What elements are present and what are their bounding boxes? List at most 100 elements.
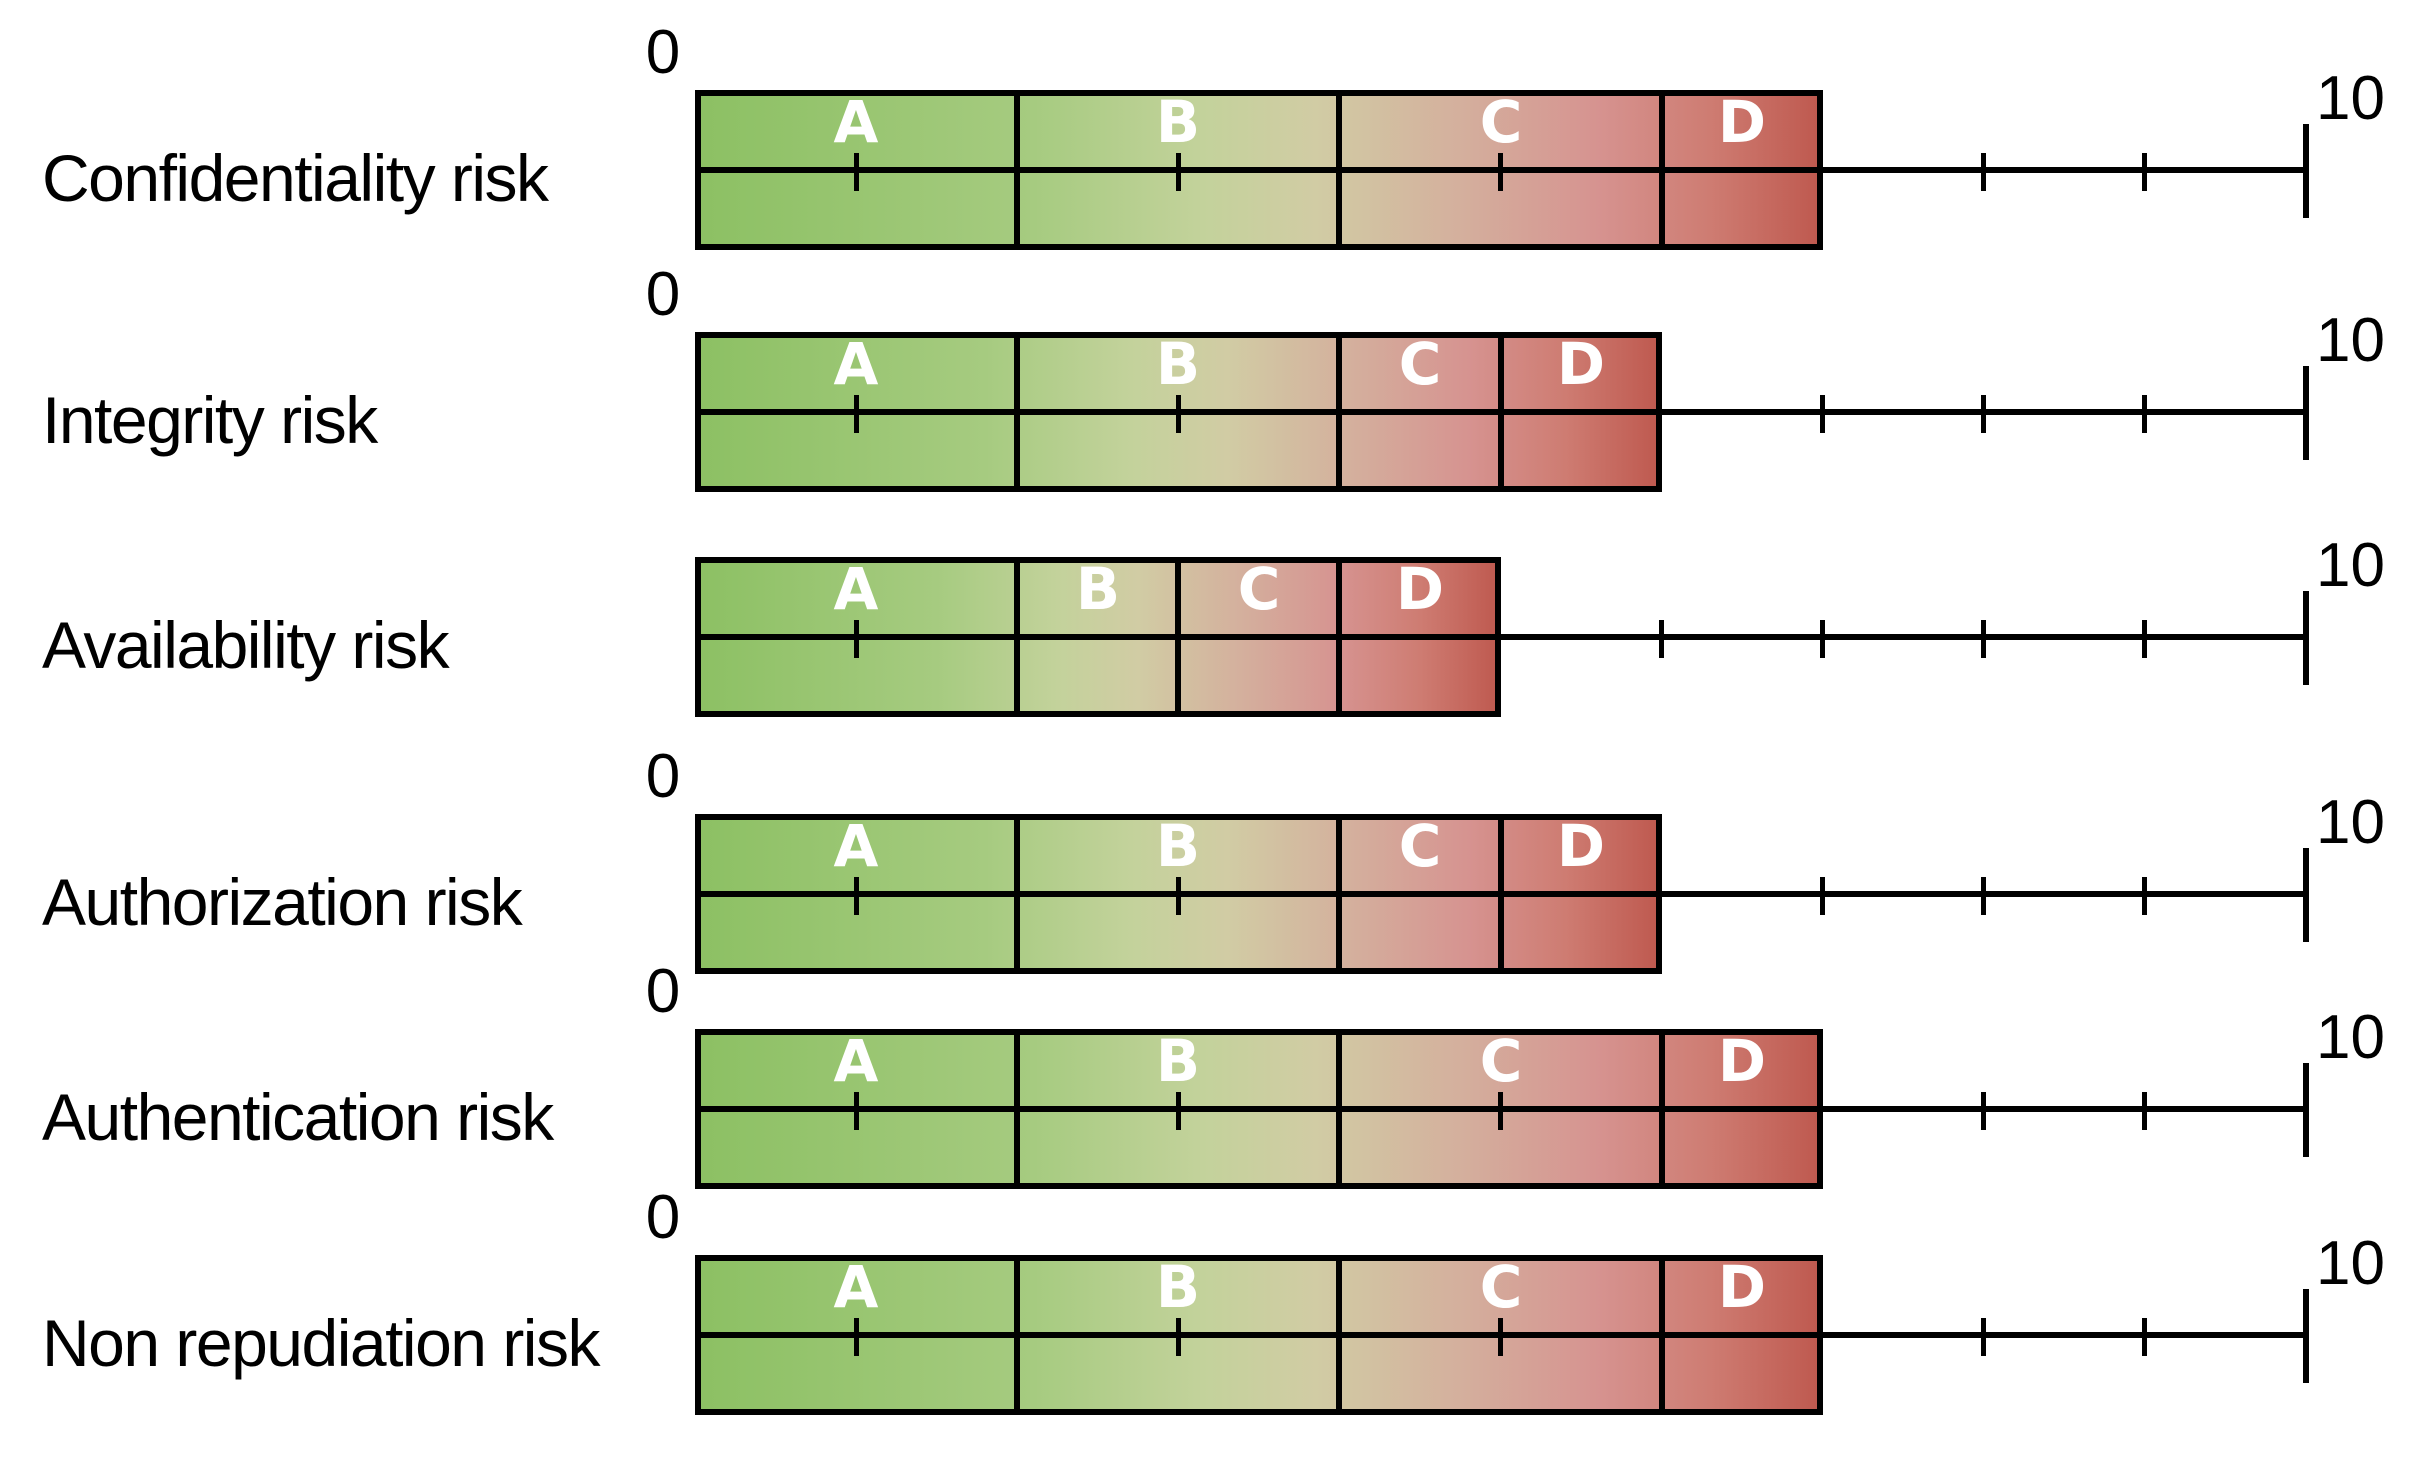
axis-tick <box>2142 1092 2147 1130</box>
bar-tick <box>854 1318 859 1356</box>
segment-label-c: C <box>1237 555 1281 623</box>
segment-divider <box>1014 1255 1020 1415</box>
segment-label-a: A <box>833 1027 879 1095</box>
bar-midline <box>695 1332 1823 1338</box>
segment-divider <box>1498 814 1504 974</box>
axis-tick <box>1981 877 1986 915</box>
risk-bar-border <box>695 557 1501 717</box>
segment-label-c: C <box>1479 88 1523 156</box>
axis-max-label: 10 <box>2316 1229 2385 1298</box>
segment-label-a: A <box>833 1253 879 1321</box>
bar-midline <box>695 1106 1823 1112</box>
segment-label-d: D <box>1717 1027 1767 1095</box>
segment-divider <box>1014 332 1020 492</box>
segment-label-d: D <box>1395 555 1445 623</box>
segment-divider <box>1659 90 1665 250</box>
bar-tick <box>1498 1318 1503 1356</box>
row-label: Authentication risk <box>42 1080 554 1154</box>
segment-label-d: D <box>1717 88 1767 156</box>
axis-end-tick <box>2303 124 2309 218</box>
axis-tick <box>2142 153 2147 191</box>
axis-tick <box>2142 877 2147 915</box>
axis-max-label: 10 <box>2316 788 2385 857</box>
risk-bar-border <box>695 1255 1823 1415</box>
axis-max-label: 10 <box>2316 531 2385 600</box>
row-label: Non repudiation risk <box>42 1306 600 1380</box>
risk-bar-border <box>695 1029 1823 1189</box>
segment-label-a: A <box>833 88 879 156</box>
axis-tick <box>1981 153 1986 191</box>
segment-label-a: A <box>833 330 879 398</box>
bar-tick <box>1176 153 1181 191</box>
segment-label-b: B <box>1155 330 1201 398</box>
axis-tick <box>2142 620 2147 658</box>
axis-min-label: 0 <box>645 742 681 811</box>
row-label: Confidentiality risk <box>42 141 549 215</box>
axis-tick <box>2142 1318 2147 1356</box>
risk-bar-border <box>695 814 1662 974</box>
axis-line <box>695 634 2309 640</box>
bar-tick <box>1176 877 1181 915</box>
axis-tick <box>1981 620 1986 658</box>
segment-divider <box>1175 557 1181 717</box>
segment-divider <box>1336 814 1342 974</box>
axis-end-tick <box>2303 848 2309 942</box>
axis-min-label: 0 <box>645 18 681 87</box>
segment-divider <box>1336 332 1342 492</box>
axis-end-tick <box>2303 1063 2309 1157</box>
axis-max-label: 10 <box>2316 306 2385 375</box>
segment-divider <box>1014 557 1020 717</box>
bar-tick <box>1498 1092 1503 1130</box>
segment-label-d: D <box>1717 1253 1767 1321</box>
segment-divider <box>1659 1029 1665 1189</box>
axis-end-tick <box>2303 1289 2309 1383</box>
segment-label-b: B <box>1075 555 1121 623</box>
axis-tick <box>1820 877 1825 915</box>
axis-min-label: 0 <box>645 260 681 329</box>
axis-max-label: 10 <box>2316 1003 2385 1072</box>
segment-label-a: A <box>833 812 879 880</box>
bar-tick <box>1176 1092 1181 1130</box>
segment-label-a: A <box>833 555 879 623</box>
segment-divider <box>1659 1255 1665 1415</box>
segment-divider <box>1336 1255 1342 1415</box>
segment-label-d: D <box>1556 812 1606 880</box>
segment-divider <box>1498 332 1504 492</box>
bar-tick <box>1176 1318 1181 1356</box>
axis-max-label: 10 <box>2316 64 2385 133</box>
axis-min-label: 0 <box>645 957 681 1026</box>
segment-label-c: C <box>1479 1027 1523 1095</box>
row-label: Integrity risk <box>42 383 378 457</box>
bar-tick <box>854 395 859 433</box>
axis-end-tick <box>2303 366 2309 460</box>
axis-tick <box>1981 1092 1986 1130</box>
axis-tick <box>1981 395 1986 433</box>
bar-tick <box>854 620 859 658</box>
segment-label-b: B <box>1155 88 1201 156</box>
axis-end-tick <box>2303 591 2309 685</box>
segment-label-b: B <box>1155 1253 1201 1321</box>
risk-bar-border <box>695 332 1662 492</box>
segment-label-c: C <box>1398 812 1442 880</box>
bar-tick <box>854 153 859 191</box>
axis-min-label: 0 <box>645 1183 681 1252</box>
bar-tick <box>1176 395 1181 433</box>
bar-midline <box>695 167 1823 173</box>
segment-divider <box>1336 90 1342 250</box>
segment-label-c: C <box>1398 330 1442 398</box>
risk-bar-border <box>695 90 1823 250</box>
segment-label-b: B <box>1155 812 1201 880</box>
axis-tick <box>1981 1318 1986 1356</box>
segment-divider <box>1336 1029 1342 1189</box>
bar-tick <box>854 877 859 915</box>
bar-tick <box>854 1092 859 1130</box>
segment-divider <box>1014 90 1020 250</box>
axis-tick <box>2142 395 2147 433</box>
row-label: Authorization risk <box>42 865 523 939</box>
row-label: Availability risk <box>42 608 450 682</box>
segment-divider <box>1014 814 1020 974</box>
segment-label-c: C <box>1479 1253 1523 1321</box>
bar-tick <box>1498 153 1503 191</box>
segment-label-d: D <box>1556 330 1606 398</box>
